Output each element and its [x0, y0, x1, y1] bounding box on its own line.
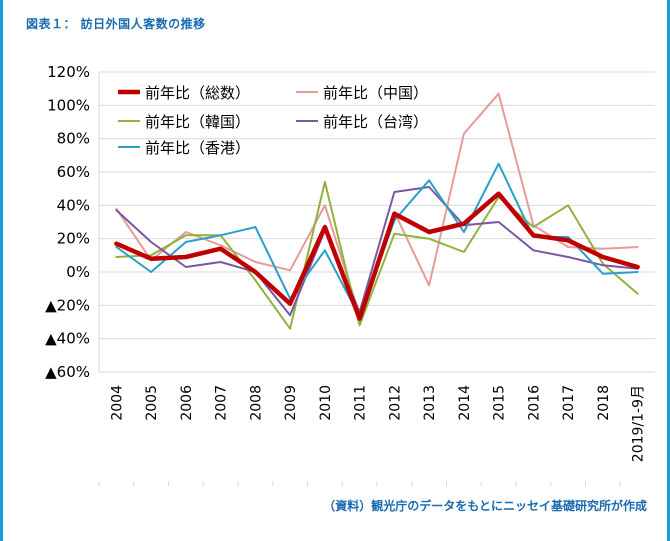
series-line-total — [114, 191, 640, 321]
x-tick-label: 2019/1-9月 — [631, 385, 647, 462]
figure-title: 図表１： 訪日外国人客数の推移 — [26, 17, 206, 31]
y-tick-label: 0% — [66, 263, 90, 281]
x-tick-label: 2011 — [353, 385, 369, 421]
legend-label-total: 前年比（総数） — [145, 84, 250, 102]
legend-label-korea: 前年比（韓国） — [145, 113, 250, 131]
y-tick-label: 60% — [57, 163, 90, 181]
x-tick-label: 2004 — [109, 385, 125, 421]
x-tick-label: 2014 — [457, 385, 473, 421]
x-tick-label: 2018 — [596, 385, 612, 421]
x-tick-label: 2007 — [214, 385, 230, 421]
x-tick-label: 2006 — [179, 385, 195, 421]
x-tick-label: 2013 — [422, 385, 438, 421]
x-axis-ticks: 2004 2005 2006 2007 2008 2009 2010 2011 2012 2013… — [98, 385, 647, 486]
grid-lines — [98, 71, 655, 373]
legend: 前年比（総数） 前年比（中国） 前年比（韓国） 前年比（台湾） 前年比（香港） — [118, 84, 428, 157]
source-note: （資料）観光庁のデータをもとにニッセイ基礎研究所が作成 — [323, 499, 647, 513]
x-tick-label: 2009 — [283, 385, 299, 421]
x-tick-label: 2010 — [318, 385, 334, 421]
series-line-korea — [115, 181, 639, 330]
x-tick-label: 2016 — [526, 385, 542, 421]
y-tick-label: 100% — [47, 96, 90, 114]
x-tick-label: 2012 — [387, 385, 403, 421]
y-tick-label: 80% — [57, 130, 90, 148]
line-chart: 120%100%80%60%40%20%0%▲20%▲40%▲60% 2004 2… — [45, 63, 655, 486]
y-tick-label: 120% — [47, 63, 90, 81]
series-lines — [114, 92, 640, 330]
y-tick-label: ▲60% — [45, 363, 90, 381]
y-axis-ticks: 120% 100% 80% 60% 40% 20% 0% ▲20% ▲40% ▲60% — [45, 63, 90, 381]
y-tick-label: 20% — [57, 230, 90, 248]
y-tick-label: 40% — [57, 196, 90, 214]
legend-label-china: 前年比（中国） — [323, 84, 428, 102]
x-tick-label: 2008 — [248, 385, 264, 421]
series-line-taiwan — [115, 186, 639, 317]
y-tick-label: ▲40% — [45, 330, 90, 348]
legend-label-taiwan: 前年比（台湾） — [323, 113, 428, 131]
x-tick-label: 2005 — [144, 385, 160, 421]
y-tick-label: ▲20% — [45, 296, 90, 314]
x-tick-label: 2015 — [492, 385, 508, 421]
legend-label-hongkong: 前年比（香港） — [145, 139, 250, 157]
x-tick-label: 2017 — [561, 385, 577, 421]
